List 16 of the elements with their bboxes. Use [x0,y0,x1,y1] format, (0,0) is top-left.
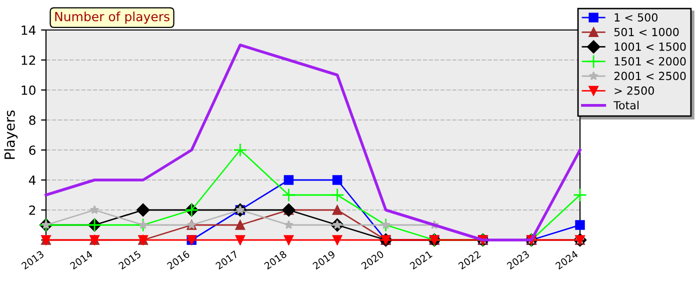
legend-label: 2001 < 2500 [614,72,686,80]
legend-label: 1501 < 2000 [614,57,686,66]
y-tick-label: 8 [29,115,36,125]
y-tick-label: 12 [22,55,36,65]
legend-label: > 2500 [614,86,654,95]
legend-label: 1 < 500 [614,13,658,22]
y-tick-label: 6 [29,145,36,155]
y-tick-label: 2 [29,205,36,215]
y-tick-label: 14 [22,26,36,35]
legend-label: 501 < 1000 [614,28,679,36]
legend-label: 1001 < 1500 [614,42,686,51]
y-tick-label: 10 [22,85,36,95]
chart-title: Number of players [55,12,170,24]
y-axis-title: Players [4,110,18,159]
y-tick-label: 4 [28,176,36,185]
legend-label: Total [614,100,638,110]
